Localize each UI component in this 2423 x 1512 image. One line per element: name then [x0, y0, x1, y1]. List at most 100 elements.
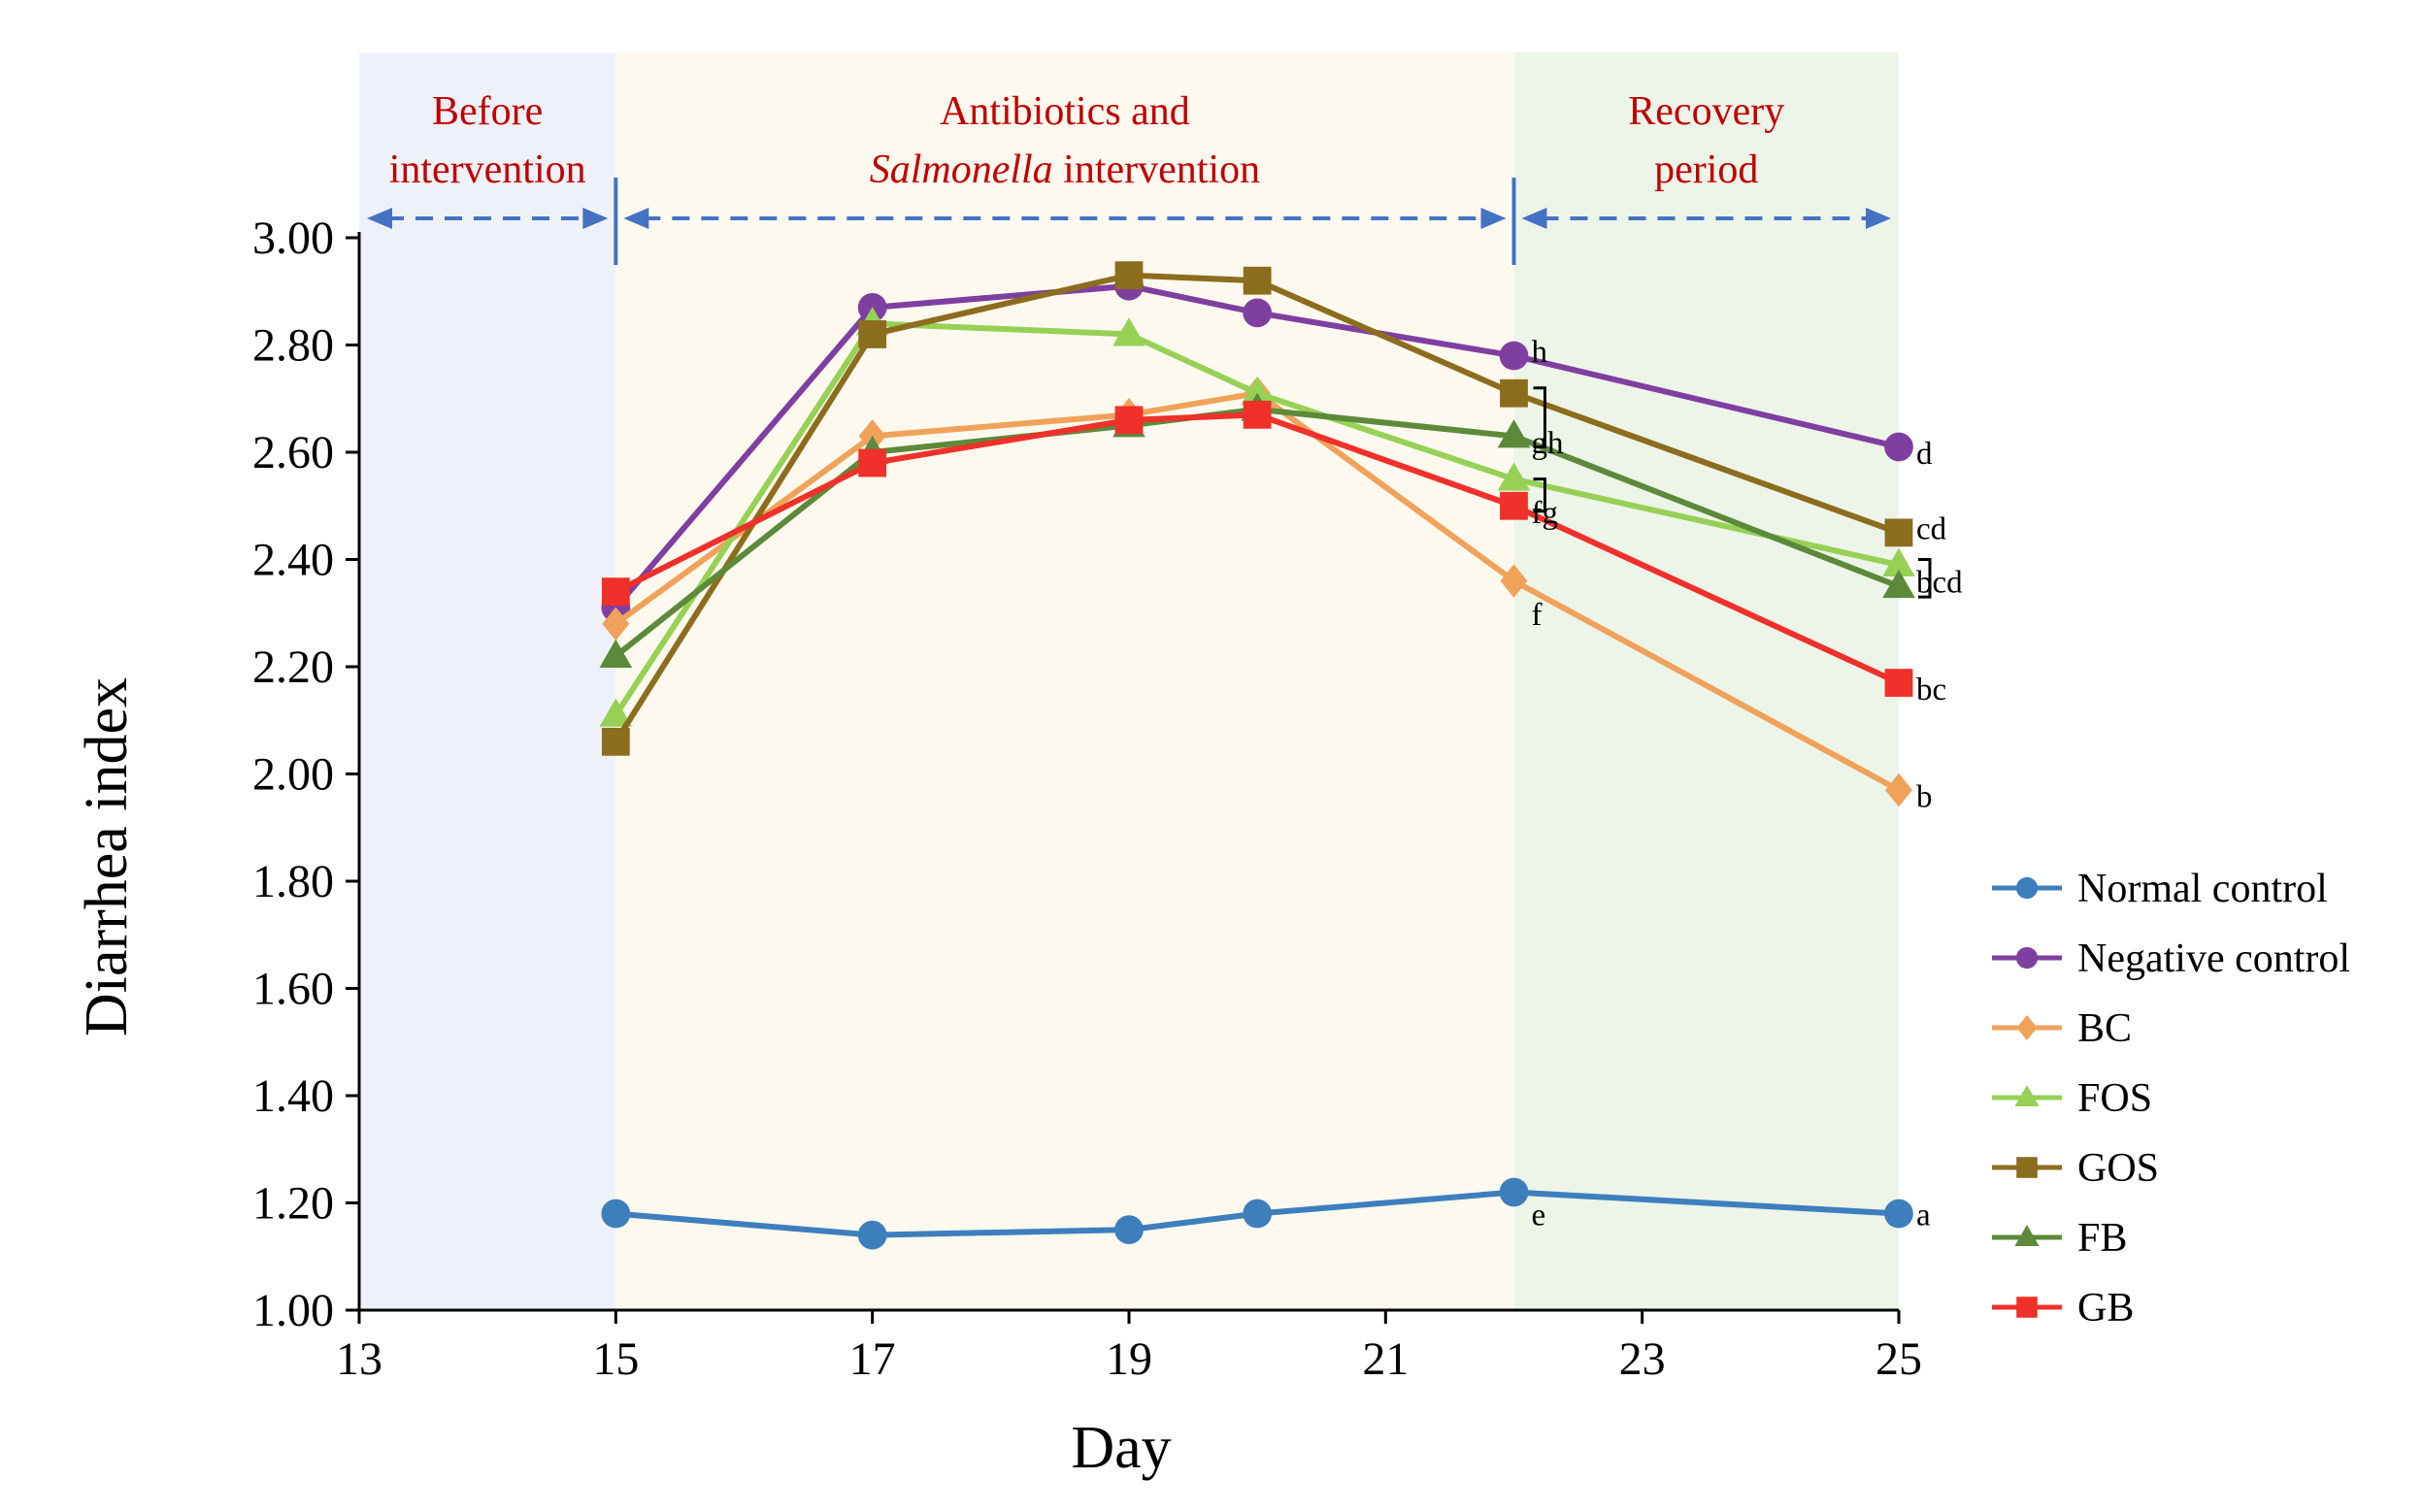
- annotation-label: bc: [1916, 673, 1946, 707]
- annotation-label: gh: [1532, 426, 1565, 461]
- series-line: [613, 272, 1901, 743]
- bracket-fg: [1533, 477, 1546, 513]
- y-tick-label: 1.00: [252, 1285, 334, 1336]
- data-point: [599, 639, 633, 668]
- data-point: [601, 727, 630, 756]
- axes: 1.00 1.20 1.40 1.60 1.80 2.00 2.20 2.40 2.60 2.80…: [252, 213, 1922, 1385]
- x-tick-label: 13: [336, 1333, 382, 1385]
- legend-marker: [2016, 1157, 2038, 1178]
- x-tick-label: 19: [1106, 1333, 1152, 1385]
- y-tick-label: 2.20: [252, 641, 334, 693]
- y-tick-label: 2.00: [252, 749, 334, 801]
- arrow-head-left-before: [367, 208, 392, 229]
- annotation-label: e: [1532, 1199, 1546, 1233]
- legend-marker: [2016, 1297, 2038, 1318]
- annotation-label: h: [1532, 335, 1548, 370]
- data-point: [857, 1220, 887, 1250]
- legend-marker: [2015, 946, 2039, 970]
- legend-item: FOS: [1992, 1076, 2152, 1121]
- data-point: [1114, 261, 1144, 290]
- series-gos: [601, 261, 1913, 756]
- annotation-label: bcd: [1916, 566, 1963, 601]
- data-point: [1499, 1177, 1529, 1207]
- data-point: [1500, 491, 1528, 520]
- data-point: [1114, 406, 1144, 435]
- data-point: [1243, 298, 1273, 328]
- period-label-before-line1: Before: [432, 89, 543, 134]
- period-arrows: [367, 178, 1891, 265]
- series-line: [614, 390, 1901, 793]
- y-tick-label: 1.20: [252, 1178, 334, 1230]
- data-point: [1499, 341, 1529, 371]
- data-point: [1497, 462, 1531, 491]
- legend-label: GB: [2077, 1286, 2134, 1331]
- legend-item: GOS: [1992, 1146, 2159, 1191]
- data-point: [601, 1199, 631, 1229]
- period-label-italic: Salmonella: [870, 148, 1053, 192]
- data-point: [858, 448, 887, 477]
- legend-label: FOS: [2077, 1076, 2152, 1121]
- band-intervention: [615, 52, 1514, 1310]
- data-point: [602, 607, 630, 641]
- data-point: [1112, 317, 1145, 346]
- legend-item: Negative control: [1992, 937, 2350, 981]
- annotation-label: b: [1916, 780, 1933, 815]
- data-point: [601, 577, 630, 607]
- x-tick-label: 25: [1875, 1333, 1922, 1385]
- y-tick-label: 2.60: [252, 427, 334, 478]
- annotation-label: cd: [1916, 511, 1947, 546]
- data-point: [1241, 376, 1274, 406]
- legend-label: FB: [2077, 1216, 2127, 1261]
- data-point: [599, 698, 633, 727]
- annotation-label: a: [1916, 1199, 1931, 1233]
- arrow-head-left-recovery: [1521, 208, 1547, 229]
- band-before: [359, 52, 616, 1310]
- period-label-intervention-line1: Antibiotics and: [940, 89, 1190, 134]
- period-label-recovery-line2: period: [1654, 148, 1758, 192]
- arrow-head-right-before: [582, 208, 609, 229]
- legend-item: BC: [1992, 1006, 2132, 1051]
- legend-label: GOS: [2077, 1146, 2159, 1191]
- legend-item: Normal control: [1992, 867, 2328, 911]
- legend-marker: [2016, 1015, 2038, 1040]
- series-line: [614, 411, 1901, 686]
- period-label-intervention-line2: Salmonella intervention: [870, 148, 1260, 192]
- legend-label: Negative control: [2077, 937, 2350, 981]
- arrow-head-left-intervention: [623, 208, 649, 229]
- y-tick-label: 1.40: [252, 1070, 334, 1122]
- y-axis-title: Diarrhea index: [74, 677, 140, 1036]
- x-tick-label: 15: [592, 1333, 639, 1385]
- annotation-label: f: [1532, 598, 1543, 633]
- bracket-bcd: [1918, 558, 1932, 599]
- data-point: [1882, 569, 1915, 599]
- data-point: [1885, 772, 1912, 807]
- period-labels: Before intervention Antibiotics and Salmone…: [389, 89, 1785, 192]
- y-tick-label: 2.40: [252, 535, 334, 586]
- period-bands: [359, 52, 1899, 1310]
- x-tick-label: 23: [1619, 1333, 1666, 1385]
- legend: Normal control Negative control BC FOS GOS FB…: [1992, 867, 2350, 1331]
- data-point: [1243, 266, 1272, 295]
- data-point: [1500, 564, 1528, 598]
- x-axis-title: Day: [1071, 1415, 1171, 1481]
- data-point: [1114, 1215, 1144, 1245]
- annotation-label: d: [1916, 437, 1933, 472]
- legend-item: FB: [1992, 1216, 2127, 1261]
- x-tick-label: 17: [849, 1333, 896, 1385]
- data-point: [1882, 547, 1915, 577]
- legend-marker: [2015, 876, 2039, 900]
- period-label-recovery-line1: Recovery: [1628, 89, 1784, 134]
- arrow-head-right-recovery: [1866, 208, 1891, 229]
- data-point: [1884, 432, 1913, 462]
- data-point: [1497, 419, 1531, 448]
- series-gb: [601, 400, 1913, 697]
- legend-label: Normal control: [2077, 867, 2328, 911]
- legend-marker: [2014, 1225, 2040, 1246]
- data-point: [1884, 669, 1913, 697]
- series-line: [613, 320, 1900, 717]
- y-tick-label: 3.00: [252, 213, 334, 264]
- series-normal-control: [601, 1177, 1913, 1250]
- data-point: [1243, 400, 1272, 429]
